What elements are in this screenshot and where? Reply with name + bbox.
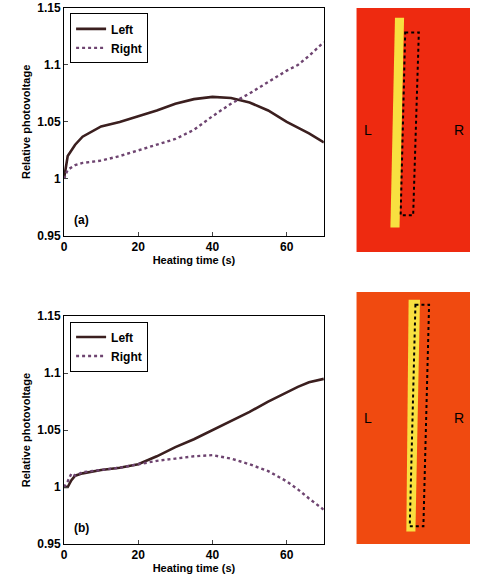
svg-text:1.1: 1.1 [44, 58, 61, 72]
svg-text:1.15: 1.15 [37, 1, 61, 15]
svg-text:1.15: 1.15 [37, 309, 61, 323]
svg-text:0: 0 [61, 548, 68, 562]
svg-text:1: 1 [54, 480, 61, 494]
svg-text:(b): (b) [74, 521, 89, 535]
svg-text:20: 20 [132, 240, 146, 254]
svg-text:20: 20 [132, 548, 146, 562]
svg-text:40: 40 [206, 548, 220, 562]
svg-text:40: 40 [206, 240, 220, 254]
svg-text:Relative photovoltage: Relative photovoltage [20, 373, 32, 487]
svg-text:R: R [454, 122, 464, 138]
svg-text:R: R [454, 410, 464, 426]
svg-text:0.95: 0.95 [37, 229, 61, 243]
svg-text:(a): (a) [74, 213, 89, 227]
svg-text:L: L [364, 122, 372, 138]
svg-text:1.05: 1.05 [37, 423, 61, 437]
svg-text:Heating time (s): Heating time (s) [153, 562, 236, 574]
svg-text:Relative photovoltage: Relative photovoltage [20, 65, 32, 179]
svg-text:L: L [364, 410, 372, 426]
svg-text:Right: Right [111, 350, 142, 364]
svg-text:1.05: 1.05 [37, 115, 61, 129]
svg-text:60: 60 [280, 548, 294, 562]
svg-text:1.1: 1.1 [44, 366, 61, 380]
svg-text:Heating time (s): Heating time (s) [153, 254, 236, 266]
svg-text:Left: Left [111, 331, 133, 345]
svg-text:0: 0 [61, 240, 68, 254]
svg-text:60: 60 [280, 240, 294, 254]
svg-text:1: 1 [54, 172, 61, 186]
svg-text:Left: Left [111, 23, 133, 37]
svg-text:Right: Right [111, 42, 142, 56]
svg-text:0.95: 0.95 [37, 537, 61, 551]
